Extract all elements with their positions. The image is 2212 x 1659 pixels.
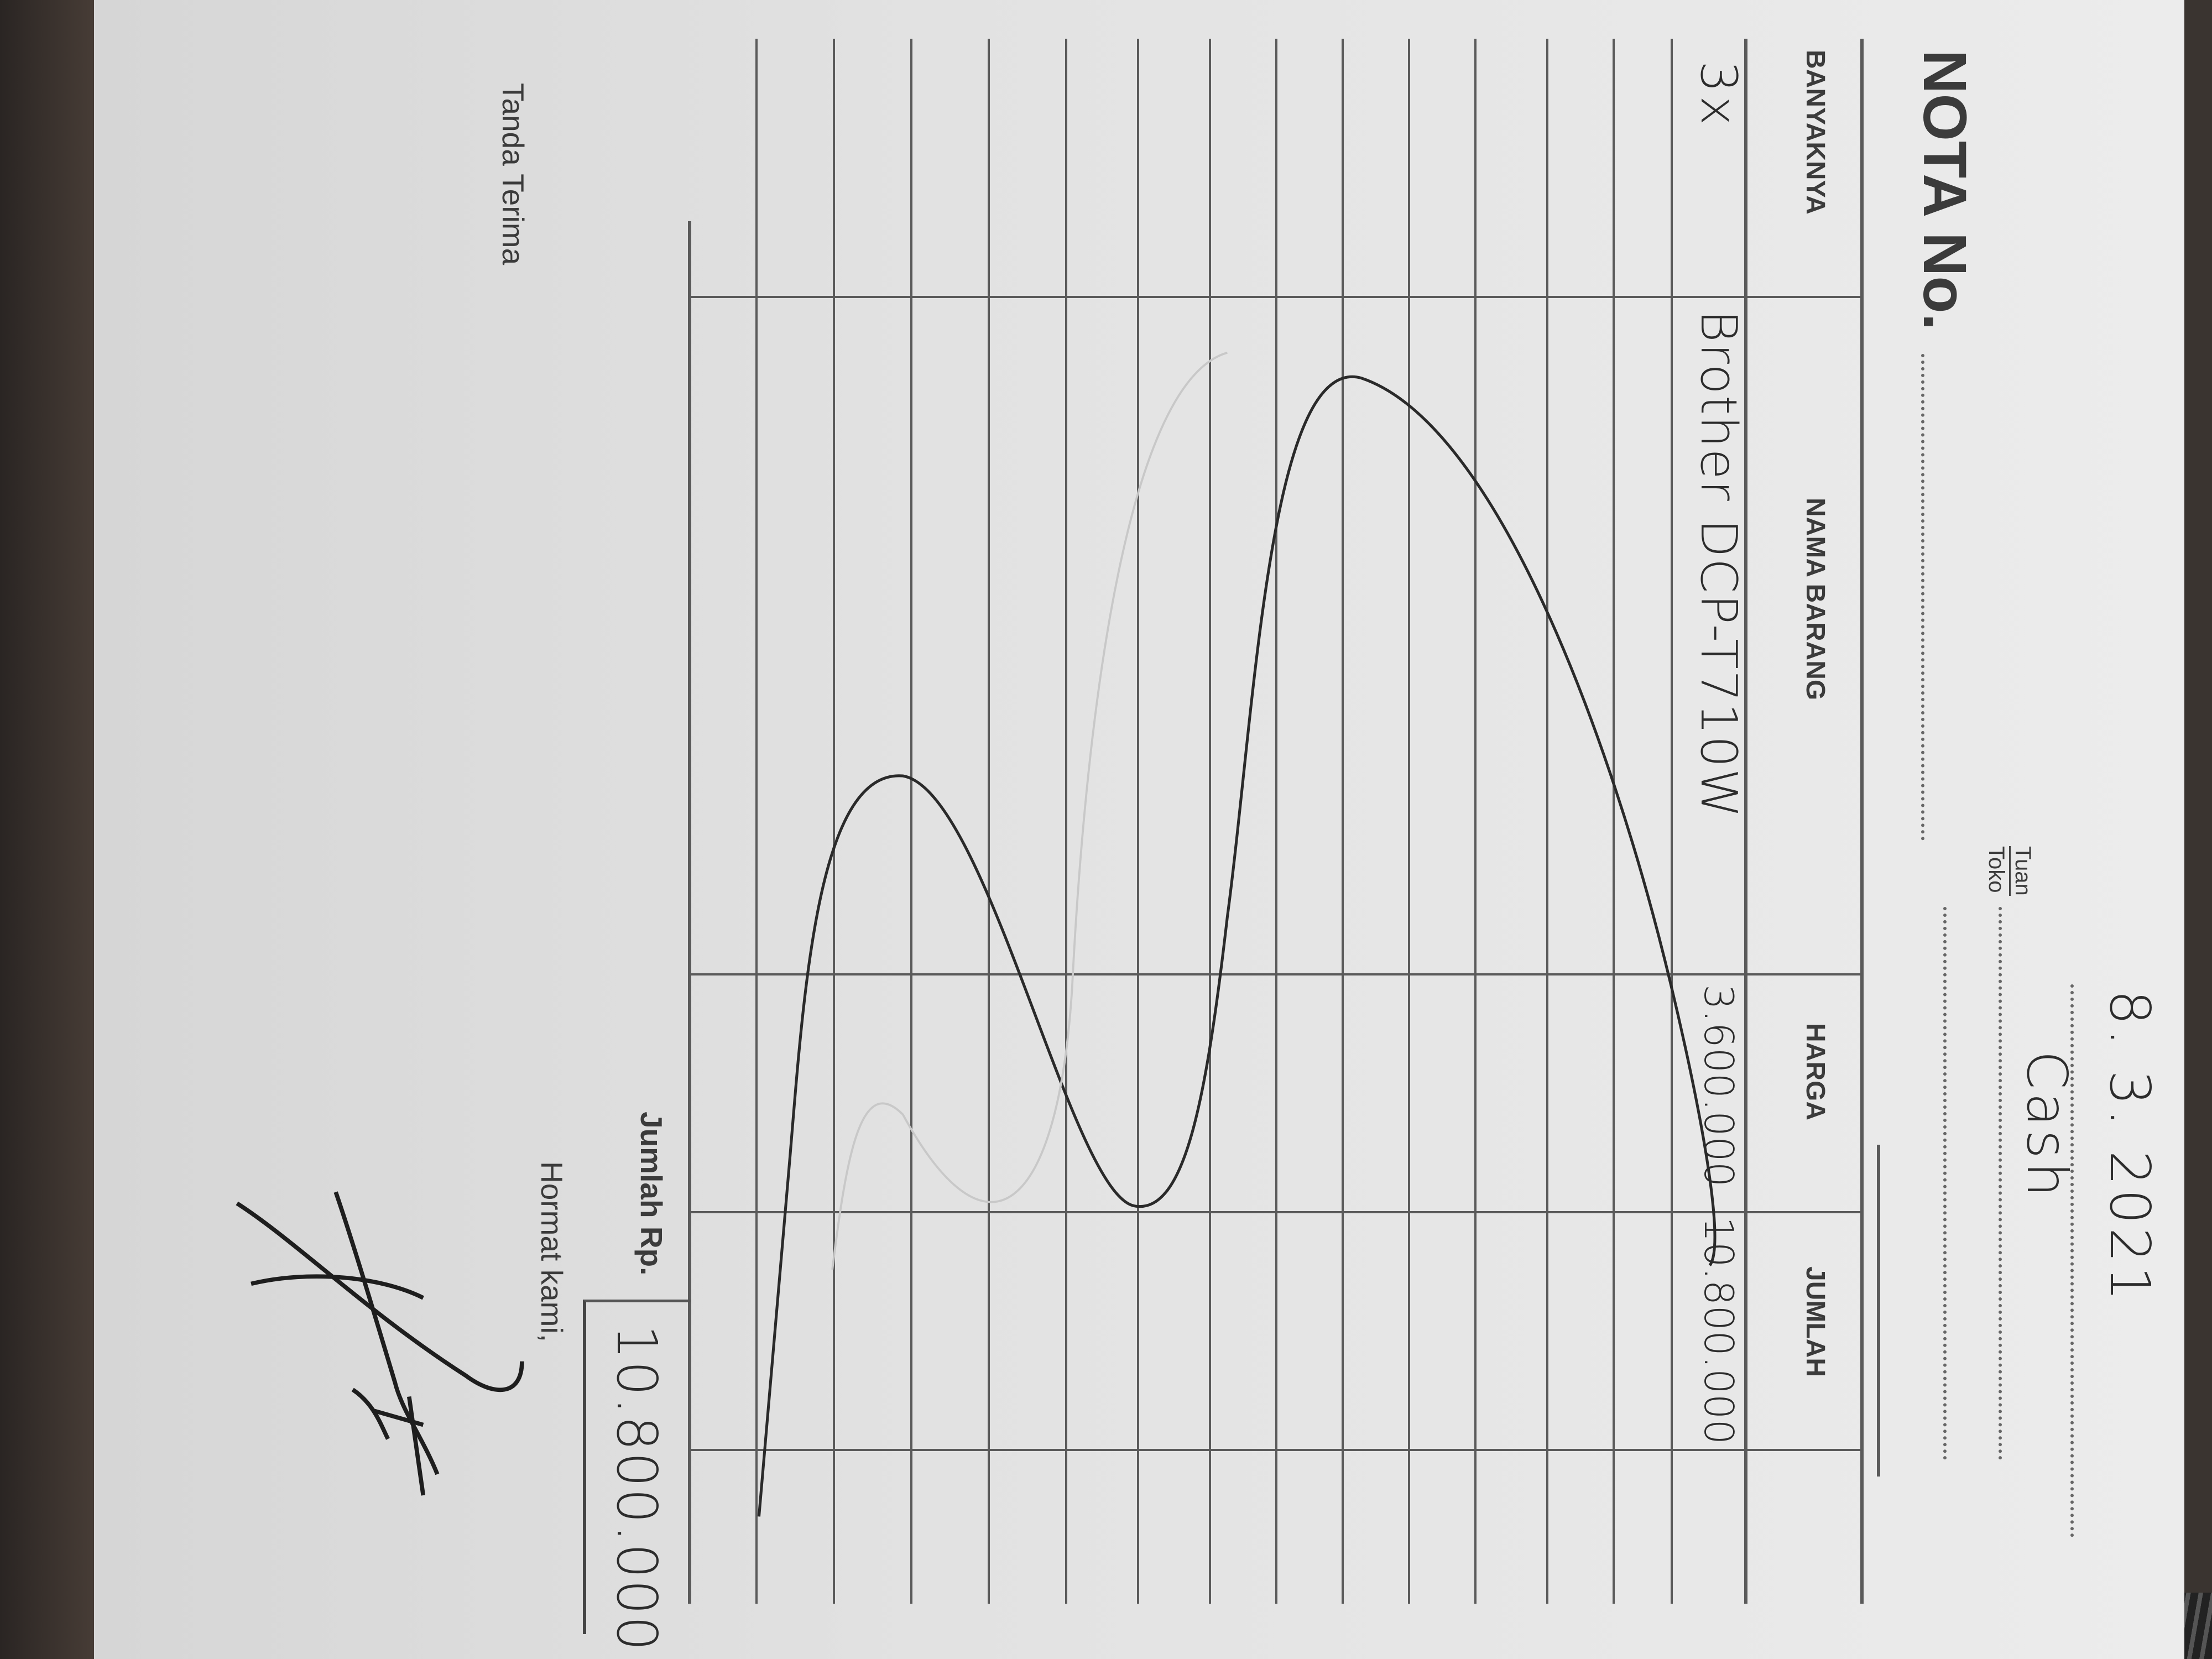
column-header-amount: JUMLAH [1801, 1266, 1830, 1377]
row-line [910, 39, 912, 1604]
row-line [1613, 39, 1615, 1604]
tuan-line [1999, 907, 2002, 1460]
column-header-item: NAMA BARANG [1801, 498, 1830, 701]
total-label: Jumlah Rp. [634, 1112, 669, 1276]
row-qty: 3x [1689, 61, 1747, 129]
row-line [1342, 39, 1344, 1604]
header-bottom-border [1744, 39, 1747, 1604]
column-header-qty: BANYAKNYA [1801, 50, 1830, 215]
row-line [1209, 39, 1211, 1604]
row-amount: 10.800.000 [1695, 1217, 1742, 1445]
row-line [1408, 39, 1410, 1604]
receipt-paper: NOTA No. 8. 3. 2021 Tuan Toko Cash BANYA… [94, 0, 2184, 1659]
row-price: 3.600.000 [1695, 984, 1742, 1187]
total-box: 10.800.000 [583, 1300, 691, 1652]
date-value: 8. 3. 2021 [2098, 990, 2162, 1305]
row-line [1137, 39, 1139, 1604]
toko-label: Toko [1984, 846, 2008, 893]
table-top-border [1860, 39, 1864, 1604]
column-divider [691, 1211, 1864, 1213]
regards-label: Hormat kami, [535, 1161, 569, 1342]
column-divider [691, 296, 1864, 298]
row-line [1671, 39, 1673, 1604]
row-line [1065, 39, 1067, 1604]
row-line [988, 39, 990, 1604]
tuan-value: Cash [2015, 1051, 2079, 1201]
toko-line [1943, 907, 1947, 1460]
received-label: Tanda Terima [496, 83, 530, 265]
row-line [1275, 39, 1277, 1604]
row-line [755, 39, 758, 1604]
header-underline [1877, 1145, 1880, 1477]
row-line [833, 39, 835, 1604]
column-divider [691, 1449, 1864, 1451]
total-value: 10.800.000 [604, 1324, 669, 1652]
row-item: Brother DCP-T710W [1689, 310, 1747, 819]
background-surface [0, 0, 105, 1659]
column-divider [691, 973, 1864, 975]
tuan-label: Tuan [2009, 846, 2035, 896]
nota-number-field [1921, 354, 1924, 841]
receipt-title: NOTA No. [1911, 50, 1979, 331]
column-header-price: HARGA [1801, 1023, 1830, 1120]
row-line [1474, 39, 1477, 1604]
row-line [1546, 39, 1548, 1604]
